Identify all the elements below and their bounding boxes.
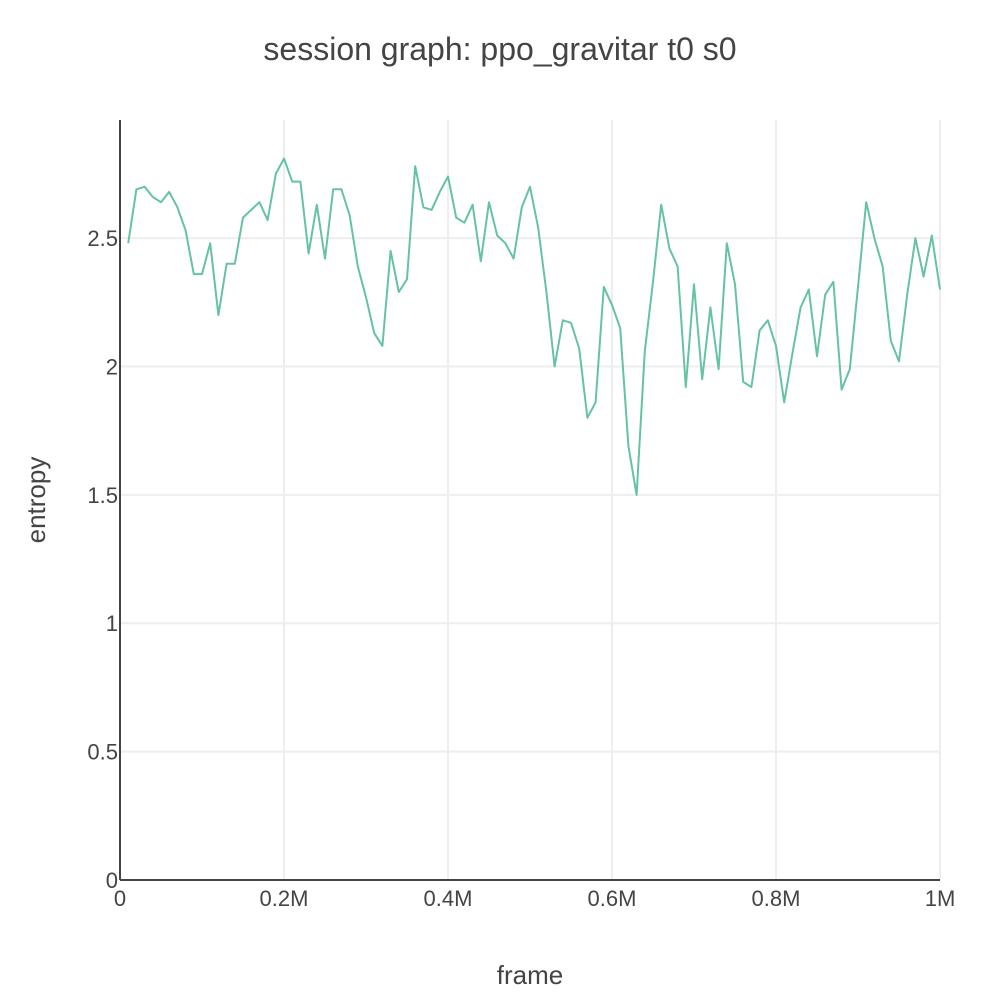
x-gridlines bbox=[283, 120, 941, 880]
x-axis-label: frame bbox=[497, 960, 563, 990]
entropy-series-line bbox=[127, 157, 941, 496]
y-tick-label: 0.5 bbox=[87, 740, 118, 765]
x-tick-label: 0.2M bbox=[260, 886, 309, 911]
y-tick-labels: 0 0.5 1 1.5 2 2.5 bbox=[87, 226, 118, 893]
y-tick-label: 2 bbox=[106, 354, 118, 379]
x-tick-label: 0.6M bbox=[588, 886, 637, 911]
y-tick-label: 1 bbox=[106, 611, 118, 636]
y-gridlines bbox=[120, 237, 940, 753]
x-tick-label: 0 bbox=[114, 886, 126, 911]
chart-title: session graph: ppo_gravitar t0 s0 bbox=[263, 31, 736, 67]
x-tick-label: 0.4M bbox=[424, 886, 473, 911]
y-tick-label: 1.5 bbox=[87, 483, 118, 508]
x-tick-label: 0.8M bbox=[752, 886, 801, 911]
x-tick-label: 1M bbox=[925, 886, 956, 911]
y-axis-label: entropy bbox=[21, 457, 51, 544]
series-group bbox=[127, 157, 941, 496]
y-tick-label: 2.5 bbox=[87, 226, 118, 251]
x-tick-labels: 0 0.2M 0.4M 0.6M 0.8M 1M bbox=[114, 886, 955, 911]
y-tick-label: 0 bbox=[106, 868, 118, 893]
